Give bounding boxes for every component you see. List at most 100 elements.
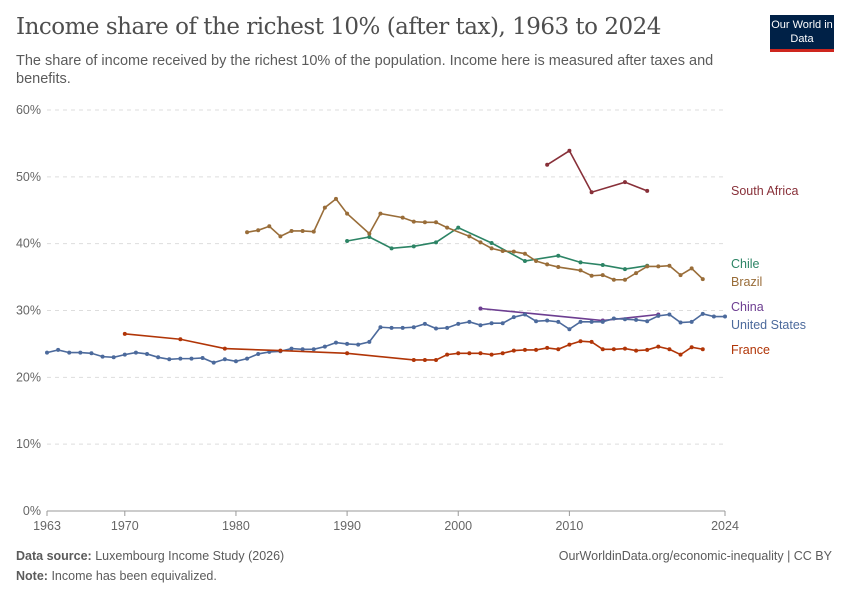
data-point[interactable]: [634, 348, 639, 353]
data-point[interactable]: [567, 148, 572, 153]
data-point[interactable]: [711, 314, 716, 319]
data-point[interactable]: [667, 347, 672, 352]
data-point[interactable]: [478, 351, 483, 356]
data-point[interactable]: [156, 355, 161, 360]
data-point[interactable]: [345, 211, 350, 216]
data-point[interactable]: [278, 348, 283, 353]
data-point[interactable]: [400, 325, 405, 330]
series-france[interactable]: France: [122, 331, 770, 362]
data-point[interactable]: [645, 319, 650, 324]
data-point[interactable]: [622, 317, 627, 322]
data-point[interactable]: [322, 344, 327, 349]
data-point[interactable]: [356, 342, 361, 347]
data-point[interactable]: [656, 344, 661, 349]
data-point[interactable]: [300, 228, 305, 233]
data-point[interactable]: [89, 351, 94, 356]
data-point[interactable]: [467, 319, 472, 324]
series-brazil[interactable]: Brazil: [245, 196, 762, 289]
data-point[interactable]: [700, 347, 705, 352]
data-point[interactable]: [511, 348, 516, 353]
data-point[interactable]: [511, 249, 516, 254]
data-point[interactable]: [333, 340, 338, 345]
data-point[interactable]: [578, 268, 583, 273]
data-point[interactable]: [45, 350, 49, 355]
data-point[interactable]: [367, 339, 372, 344]
data-point[interactable]: [222, 346, 227, 351]
data-point[interactable]: [511, 315, 516, 320]
data-point[interactable]: [578, 260, 583, 265]
data-point[interactable]: [167, 357, 172, 362]
data-point[interactable]: [233, 359, 238, 364]
data-point[interactable]: [367, 231, 372, 236]
data-point[interactable]: [456, 351, 461, 356]
data-point[interactable]: [622, 277, 627, 282]
data-point[interactable]: [522, 347, 527, 352]
data-point[interactable]: [611, 277, 616, 282]
series-line[interactable]: [546, 149, 648, 194]
data-point[interactable]: [222, 357, 227, 362]
data-point[interactable]: [422, 357, 427, 362]
data-point[interactable]: [456, 225, 461, 230]
data-point[interactable]: [278, 234, 283, 239]
data-point[interactable]: [378, 325, 383, 330]
data-point[interactable]: [567, 327, 572, 332]
data-point[interactable]: [434, 357, 439, 362]
data-point[interactable]: [200, 355, 205, 360]
data-point[interactable]: [411, 325, 416, 330]
data-point[interactable]: [245, 356, 250, 361]
data-point[interactable]: [600, 319, 605, 324]
data-point[interactable]: [678, 273, 683, 278]
data-point[interactable]: [56, 347, 61, 352]
data-point[interactable]: [434, 326, 439, 331]
data-point[interactable]: [411, 219, 416, 224]
data-point[interactable]: [589, 273, 594, 278]
data-point[interactable]: [600, 347, 605, 352]
data-point[interactable]: [556, 347, 561, 352]
data-point[interactable]: [289, 228, 294, 233]
data-point[interactable]: [434, 220, 439, 225]
data-point[interactable]: [411, 357, 416, 362]
data-point[interactable]: [656, 264, 661, 269]
data-point[interactable]: [589, 339, 594, 344]
data-point[interactable]: [445, 225, 450, 230]
data-point[interactable]: [467, 351, 472, 356]
data-point[interactable]: [522, 259, 527, 264]
data-point[interactable]: [489, 352, 494, 357]
data-point[interactable]: [656, 313, 661, 318]
data-point[interactable]: [333, 196, 338, 201]
data-point[interactable]: [133, 350, 138, 355]
data-point[interactable]: [400, 215, 405, 220]
data-point[interactable]: [678, 320, 683, 325]
data-point[interactable]: [122, 352, 127, 357]
data-point[interactable]: [256, 351, 261, 356]
data-point[interactable]: [300, 347, 305, 352]
data-point[interactable]: [345, 341, 350, 346]
data-point[interactable]: [367, 234, 372, 239]
data-point[interactable]: [645, 188, 650, 193]
data-point[interactable]: [411, 244, 416, 249]
data-point[interactable]: [245, 230, 250, 235]
data-point[interactable]: [545, 262, 550, 267]
data-point[interactable]: [723, 314, 727, 319]
data-point[interactable]: [622, 180, 627, 185]
data-point[interactable]: [500, 321, 505, 326]
data-point[interactable]: [556, 265, 561, 270]
data-point[interactable]: [534, 319, 539, 324]
data-point[interactable]: [389, 325, 394, 330]
data-point[interactable]: [445, 352, 450, 357]
data-point[interactable]: [489, 246, 494, 251]
data-point[interactable]: [678, 352, 683, 357]
data-point[interactable]: [689, 266, 694, 271]
series-line[interactable]: [46, 312, 725, 364]
data-point[interactable]: [122, 331, 127, 336]
data-point[interactable]: [545, 318, 550, 323]
data-point[interactable]: [667, 312, 672, 317]
data-point[interactable]: [178, 337, 183, 342]
data-point[interactable]: [556, 253, 561, 258]
data-point[interactable]: [500, 249, 505, 254]
series-line[interactable]: [246, 197, 704, 281]
source-text[interactable]: Luxembourg Income Study (2026): [95, 549, 285, 563]
series-south-africa[interactable]: South Africa: [545, 148, 798, 198]
data-point[interactable]: [489, 321, 494, 326]
data-point[interactable]: [256, 228, 261, 233]
